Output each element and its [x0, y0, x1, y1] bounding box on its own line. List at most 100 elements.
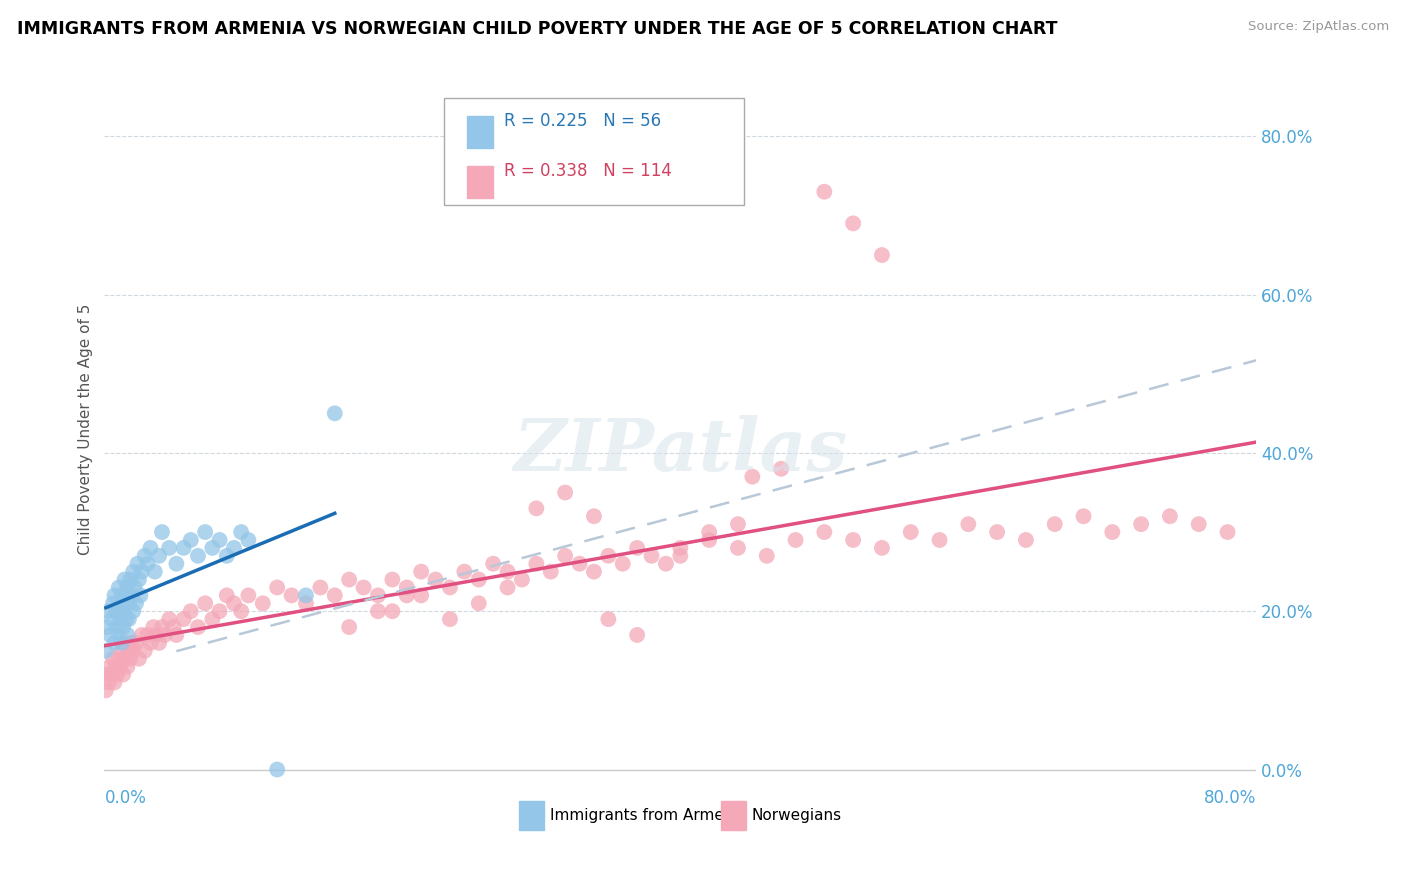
Point: [120, 573, 142, 587]
Point: [128, 573, 150, 587]
Point: [598, 549, 620, 563]
Point: [640, 549, 662, 563]
Point: [136, 557, 159, 571]
Point: [187, 549, 209, 563]
Point: [785, 533, 807, 547]
Point: [105, 620, 128, 634]
Point: [114, 651, 136, 665]
Point: [222, 596, 245, 610]
Point: [142, 620, 165, 634]
Point: [101, 651, 124, 665]
Point: [94, 644, 117, 658]
Point: [510, 573, 533, 587]
Point: [201, 541, 224, 555]
Point: [295, 588, 318, 602]
Point: [105, 667, 128, 681]
Point: [231, 524, 253, 539]
Point: [215, 549, 238, 563]
Point: [118, 644, 141, 658]
Point: [134, 549, 156, 563]
Point: [1159, 509, 1181, 524]
Point: [143, 565, 166, 579]
Point: [582, 565, 605, 579]
Text: R = 0.225   N = 56: R = 0.225 N = 56: [505, 112, 661, 130]
Point: [813, 524, 835, 539]
Point: [266, 581, 288, 595]
Point: [157, 541, 180, 555]
Text: Norwegians: Norwegians: [752, 808, 842, 822]
Point: [697, 524, 720, 539]
Point: [411, 588, 433, 602]
Point: [111, 588, 134, 602]
Point: [150, 524, 173, 539]
Point: [337, 620, 360, 634]
Text: ZIPatlas: ZIPatlas: [513, 415, 848, 486]
Point: [117, 628, 139, 642]
Point: [669, 541, 692, 555]
Point: [157, 612, 180, 626]
Point: [568, 557, 591, 571]
Point: [870, 541, 893, 555]
Point: [103, 588, 125, 602]
Point: [125, 596, 148, 610]
Point: [112, 620, 135, 634]
Point: [323, 588, 346, 602]
Point: [1101, 524, 1123, 539]
Text: Immigrants from Armenia: Immigrants from Armenia: [550, 808, 748, 822]
Point: [1188, 517, 1211, 532]
Point: [117, 659, 139, 673]
Point: [337, 573, 360, 587]
Point: [201, 612, 224, 626]
Point: [540, 565, 562, 579]
Point: [252, 596, 274, 610]
Point: [323, 406, 346, 420]
FancyBboxPatch shape: [444, 98, 744, 205]
Point: [194, 524, 217, 539]
Point: [107, 581, 129, 595]
Point: [309, 581, 332, 595]
Point: [173, 612, 195, 626]
Point: [425, 573, 447, 587]
Point: [111, 636, 134, 650]
Point: [669, 549, 692, 563]
Point: [468, 573, 491, 587]
Point: [122, 565, 145, 579]
Text: 0.0%: 0.0%: [104, 789, 146, 807]
Point: [111, 644, 134, 658]
Point: [125, 636, 148, 650]
Point: [842, 533, 865, 547]
Point: [554, 549, 576, 563]
Point: [112, 596, 135, 610]
Point: [131, 565, 153, 579]
Point: [115, 636, 138, 650]
Point: [395, 581, 418, 595]
Point: [145, 628, 167, 642]
Bar: [721, 801, 747, 830]
Text: 80.0%: 80.0%: [1204, 789, 1257, 807]
Point: [97, 675, 120, 690]
Point: [115, 588, 138, 602]
Point: [110, 612, 132, 626]
Point: [266, 763, 288, 777]
Point: [986, 524, 1008, 539]
Point: [496, 565, 519, 579]
Point: [626, 541, 648, 555]
Point: [100, 667, 122, 681]
Point: [755, 549, 778, 563]
Point: [131, 628, 153, 642]
Point: [194, 596, 217, 610]
Point: [280, 588, 302, 602]
Point: [770, 461, 793, 475]
Point: [121, 588, 143, 602]
Point: [104, 659, 127, 673]
Point: [114, 604, 136, 618]
Point: [813, 185, 835, 199]
Point: [107, 651, 129, 665]
Point: [153, 628, 176, 642]
Point: [957, 517, 980, 532]
Bar: [467, 116, 492, 148]
Point: [870, 248, 893, 262]
Point: [582, 509, 605, 524]
Point: [96, 620, 118, 634]
Point: [238, 533, 260, 547]
